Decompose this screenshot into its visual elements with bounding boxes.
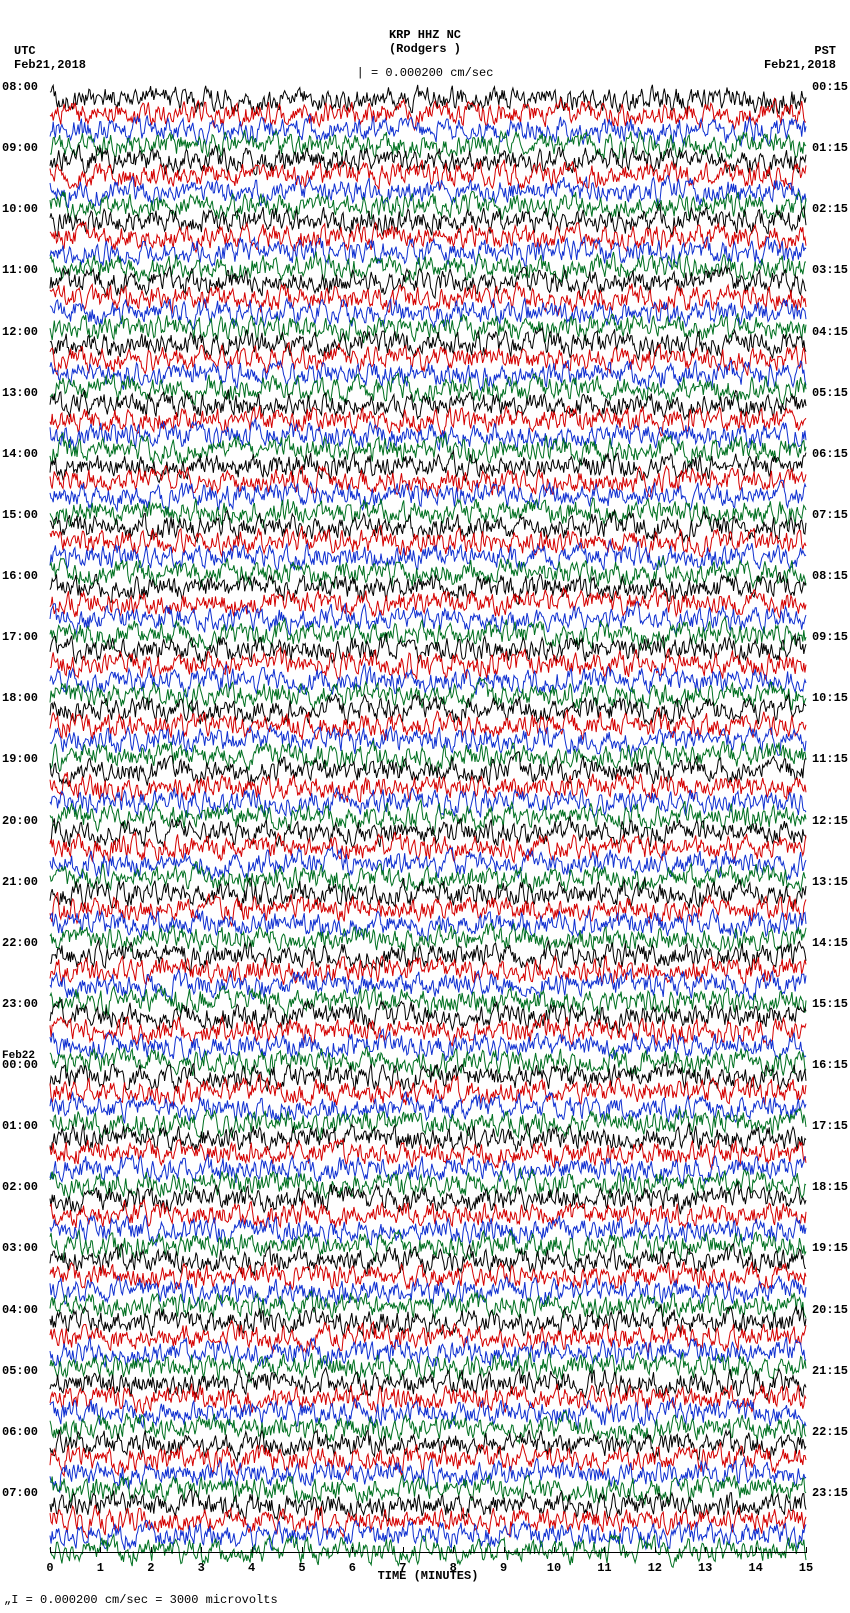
x-tick-label: 9 — [500, 1561, 507, 1575]
utc-hour-label: 18:00 — [2, 691, 52, 705]
x-tick-mark — [201, 1547, 202, 1553]
x-tick-mark — [604, 1547, 605, 1553]
pst-hour-label: 23:15 — [798, 1486, 848, 1500]
utc-hour-label: 14:00 — [2, 447, 52, 461]
pst-hour-label: 17:15 — [798, 1119, 848, 1133]
utc-hour-label: 19:00 — [2, 752, 52, 766]
x-tick-label: 12 — [648, 1561, 662, 1575]
x-tick-mark — [151, 1547, 152, 1553]
title-block: KRP HHZ NC (Rodgers ) — [0, 28, 850, 57]
utc-hour-label: 04:00 — [2, 1303, 52, 1317]
plot-area — [50, 86, 806, 1553]
x-tick-mark — [252, 1547, 253, 1553]
pst-hour-label: 04:15 — [798, 325, 848, 339]
utc-hour-label: 21:00 — [2, 875, 52, 889]
pst-hour-label: 21:15 — [798, 1364, 848, 1378]
utc-hour-label: 00:00 — [2, 1058, 52, 1072]
pst-hour-label: 19:15 — [798, 1241, 848, 1255]
pst-hour-label: 22:15 — [798, 1425, 848, 1439]
amplitude-scale-note: | = 0.000200 cm/sec — [0, 66, 850, 80]
pst-hour-label: 14:15 — [798, 936, 848, 950]
pst-hour-label: 01:15 — [798, 141, 848, 155]
pst-hour-label: 05:15 — [798, 386, 848, 400]
x-tick-label: 5 — [298, 1561, 305, 1575]
utc-hour-label: 05:00 — [2, 1364, 52, 1378]
utc-hour-label: 03:00 — [2, 1241, 52, 1255]
pst-hour-label: 13:15 — [798, 875, 848, 889]
x-tick-mark — [453, 1547, 454, 1553]
pst-hour-labels-column: 00:1501:1502:1503:1504:1505:1506:1507:15… — [800, 86, 850, 1553]
station-name-subtitle: (Rodgers ) — [0, 42, 850, 56]
pst-hour-label: 08:15 — [798, 569, 848, 583]
x-tick-mark — [50, 1547, 51, 1553]
x-tick-label: 6 — [349, 1561, 356, 1575]
x-tick-label: 2 — [147, 1561, 154, 1575]
pst-hour-label: 18:15 — [798, 1180, 848, 1194]
pst-hour-label: 06:15 — [798, 447, 848, 461]
utc-hour-label: 22:00 — [2, 936, 52, 950]
x-tick-label: 3 — [198, 1561, 205, 1575]
utc-hour-label: 10:00 — [2, 202, 52, 216]
left-timezone: UTC — [14, 44, 86, 58]
utc-hour-label: 23:00 — [2, 997, 52, 1011]
x-tick-label: 13 — [698, 1561, 712, 1575]
x-tick-label: 4 — [248, 1561, 255, 1575]
pst-hour-label: 11:15 — [798, 752, 848, 766]
right-date: Feb21,2018 — [764, 58, 836, 72]
utc-hour-label: 12:00 — [2, 325, 52, 339]
left-date: Feb21,2018 — [14, 58, 86, 72]
pst-hour-label: 10:15 — [798, 691, 848, 705]
x-tick-label: 15 — [799, 1561, 813, 1575]
utc-hour-label: 09:00 — [2, 141, 52, 155]
utc-hour-label: 17:00 — [2, 630, 52, 644]
footer-scale-note: „I = 0.000200 cm/sec = 3000 microvolts — [4, 1593, 278, 1607]
x-tick-mark — [806, 1547, 807, 1553]
pst-hour-label: 16:15 — [798, 1058, 848, 1072]
x-tick-label: 8 — [450, 1561, 457, 1575]
utc-hour-labels-column: 08:0009:0010:0011:0012:0013:0014:0015:00… — [0, 86, 50, 1553]
pst-hour-label: 02:15 — [798, 202, 848, 216]
x-axis-title: TIME (MINUTES) — [50, 1569, 806, 1583]
x-tick-mark — [705, 1547, 706, 1553]
utc-hour-label: 20:00 — [2, 814, 52, 828]
x-tick-mark — [756, 1547, 757, 1553]
x-tick-label: 10 — [547, 1561, 561, 1575]
utc-hour-label: 02:00 — [2, 1180, 52, 1194]
utc-hour-label: 13:00 — [2, 386, 52, 400]
left-timezone-block: UTC Feb21,2018 — [14, 44, 86, 73]
x-tick-mark — [554, 1547, 555, 1553]
utc-hour-label: 08:00 — [2, 80, 52, 94]
utc-hour-label: 06:00 — [2, 1425, 52, 1439]
x-tick-mark — [352, 1547, 353, 1553]
x-tick-label: 11 — [597, 1561, 611, 1575]
x-tick-mark — [100, 1547, 101, 1553]
x-tick-label: 14 — [748, 1561, 762, 1575]
helicorder-page: KRP HHZ NC (Rodgers ) | = 0.000200 cm/se… — [0, 0, 850, 1613]
x-tick-mark — [302, 1547, 303, 1553]
utc-hour-label: 16:00 — [2, 569, 52, 583]
pst-hour-label: 09:15 — [798, 630, 848, 644]
pst-hour-label: 20:15 — [798, 1303, 848, 1317]
utc-hour-label: 15:00 — [2, 508, 52, 522]
pst-hour-label: 07:15 — [798, 508, 848, 522]
utc-hour-label: 11:00 — [2, 263, 52, 277]
x-axis: TIME (MINUTES) 0123456789101112131415 — [50, 1552, 806, 1579]
pst-hour-label: 12:15 — [798, 814, 848, 828]
x-tick-label: 1 — [97, 1561, 104, 1575]
station-channel-title: KRP HHZ NC — [0, 28, 850, 42]
pst-hour-label: 03:15 — [798, 263, 848, 277]
x-tick-mark — [403, 1547, 404, 1553]
x-tick-label: 0 — [46, 1561, 53, 1575]
right-timezone-block: PST Feb21,2018 — [764, 44, 836, 73]
x-tick-mark — [504, 1547, 505, 1553]
utc-hour-label: 01:00 — [2, 1119, 52, 1133]
x-tick-label: 7 — [399, 1561, 406, 1575]
x-tick-mark — [655, 1547, 656, 1553]
utc-hour-label: 07:00 — [2, 1486, 52, 1500]
pst-hour-label: 00:15 — [798, 80, 848, 94]
right-timezone: PST — [764, 44, 836, 58]
pst-hour-label: 15:15 — [798, 997, 848, 1011]
